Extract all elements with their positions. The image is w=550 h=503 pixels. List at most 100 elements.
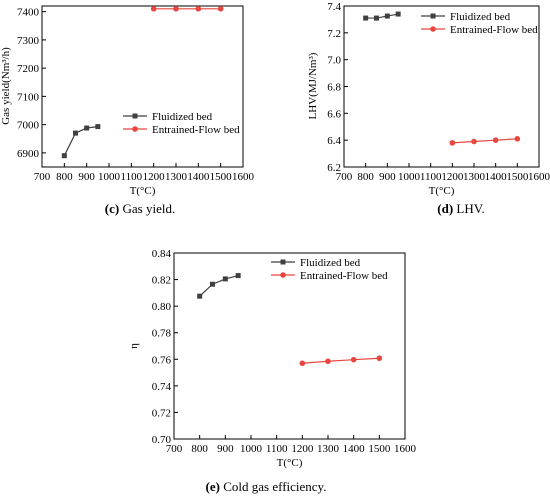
- x-tick-label: 1500: [506, 171, 529, 183]
- data-point: [376, 355, 383, 362]
- chart-d: 700 800 900 1000 1100 1200 1300 1400 1500 1600 6.2…: [307, 1, 550, 216]
- legend-label: Fluidized bed: [152, 111, 213, 123]
- x-tick-label: 700: [336, 171, 353, 183]
- legend-label: Entrained-Flow bed: [300, 270, 388, 282]
- data-point: [73, 130, 78, 136]
- y-tick-label: 7100: [17, 91, 40, 103]
- series-line-1: [302, 357, 380, 364]
- x-axis-label: T(°C): [277, 457, 303, 469]
- y-tick-label: 7200: [17, 63, 40, 75]
- legend-label: Entrained-Flow bed: [152, 124, 240, 136]
- data-point: [471, 138, 477, 145]
- legend-label: Entrained-Flow bed: [450, 24, 538, 36]
- x-tick-label: 1100: [121, 171, 143, 183]
- y-tick-label: 0.70: [152, 434, 172, 446]
- data-point: [395, 11, 401, 17]
- y-tick-label: 6.4: [327, 135, 341, 147]
- caption-text: LHV.: [453, 201, 485, 216]
- x-tick-label: 900: [379, 171, 396, 183]
- y-tick-label: 0.80: [152, 301, 172, 313]
- x-tick-label: 700: [166, 443, 183, 455]
- x-tick-label: 1200: [143, 171, 166, 183]
- x-tick-label: 1400: [485, 171, 508, 183]
- data-point: [449, 140, 456, 146]
- y-tick-label: 0.84: [152, 248, 172, 260]
- plot-frame: [173, 252, 406, 440]
- y-tick-label: 0.76: [152, 354, 172, 366]
- x-tick-label: 1200: [441, 171, 464, 183]
- x-tick-label: 1600: [394, 443, 417, 455]
- figure-caption: (c) Gas yield.: [105, 201, 175, 216]
- data-point: [325, 358, 331, 365]
- y-axis-label: η: [128, 343, 140, 349]
- plot-frame: [41, 5, 244, 168]
- x-tick-label: 1600: [528, 171, 550, 183]
- figure-caption: (e) Cold gas efficiency.: [206, 479, 327, 494]
- data-point: [514, 136, 521, 142]
- x-tick-label: 1000: [98, 171, 121, 183]
- legend-label: Fluidized bed: [300, 257, 361, 269]
- data-point: [235, 273, 241, 279]
- caption-label: (e): [206, 479, 220, 494]
- x-tick-label: 1200: [291, 443, 314, 455]
- y-tick-label: 7400: [17, 7, 40, 19]
- x-tick-label: 1400: [187, 171, 210, 183]
- data-point: [84, 125, 90, 131]
- x-tick-label: 800: [56, 171, 73, 183]
- x-tick-label: 900: [78, 171, 95, 183]
- data-point: [374, 15, 379, 21]
- data-point: [210, 281, 215, 287]
- chart-c: 700 800 900 1000 1100 1200 1300 1400 1500 1600 690…: [0, 5, 255, 216]
- series-line-0: [365, 13, 399, 19]
- x-tick-label: 1500: [368, 443, 391, 455]
- legend-marker: [280, 272, 286, 278]
- legend-marker: [430, 13, 436, 19]
- legend-marker: [430, 26, 436, 32]
- y-tick-label: 7.2: [327, 28, 341, 40]
- data-point: [299, 360, 306, 367]
- legend-label: Fluidized bed: [450, 11, 511, 23]
- data-point: [350, 356, 357, 363]
- x-tick-label: 1500: [210, 171, 233, 183]
- data-point: [217, 6, 224, 12]
- y-axis-label: Gas yield(Nm³/h): [0, 47, 12, 125]
- x-tick-label: 800: [191, 443, 208, 455]
- x-tick-label: 1300: [165, 171, 188, 183]
- caption-label: (c): [105, 201, 119, 216]
- y-tick-label: 7000: [17, 120, 40, 132]
- data-point: [363, 15, 369, 21]
- x-tick-label: 1300: [317, 443, 340, 455]
- legend-marker: [132, 126, 138, 132]
- y-tick-label: 0.78: [152, 328, 172, 340]
- x-tick-label: 1100: [266, 443, 288, 455]
- x-tick-label: 1100: [420, 171, 442, 183]
- y-tick-label: 0.72: [152, 407, 171, 419]
- caption-label: (d): [437, 201, 453, 216]
- y-tick-label: 7.0: [327, 55, 341, 67]
- x-tick-label: 900: [217, 443, 234, 455]
- data-point: [222, 276, 228, 282]
- x-tick-label: 700: [34, 171, 51, 183]
- data-point: [61, 153, 67, 159]
- legend-marker: [280, 259, 286, 265]
- y-tick-label: 6.8: [327, 82, 341, 94]
- x-axis-label: T(°C): [130, 185, 156, 197]
- data-point: [195, 6, 202, 12]
- caption-text: Cold gas efficiency.: [220, 479, 327, 494]
- x-tick-label: 800: [357, 171, 374, 183]
- y-tick-label: 7300: [17, 35, 40, 47]
- y-tick-label: 6.2: [327, 162, 341, 174]
- x-tick-label: 1400: [343, 443, 366, 455]
- data-point: [384, 13, 390, 19]
- x-tick-label: 1000: [240, 443, 263, 455]
- chart-e: 700 800 900 1000 1100 1200 1300 1400 1500 1600 0.7…: [128, 248, 417, 494]
- data-point: [150, 6, 157, 12]
- y-tick-label: 6.6: [327, 108, 341, 120]
- x-tick-label: 1300: [463, 171, 486, 183]
- data-point: [95, 124, 101, 130]
- y-tick-label: 6900: [17, 148, 40, 160]
- data-point: [492, 137, 499, 143]
- x-axis-label: T(°C): [429, 185, 455, 197]
- y-axis-label: LHV(MJ/Nm³): [307, 52, 319, 119]
